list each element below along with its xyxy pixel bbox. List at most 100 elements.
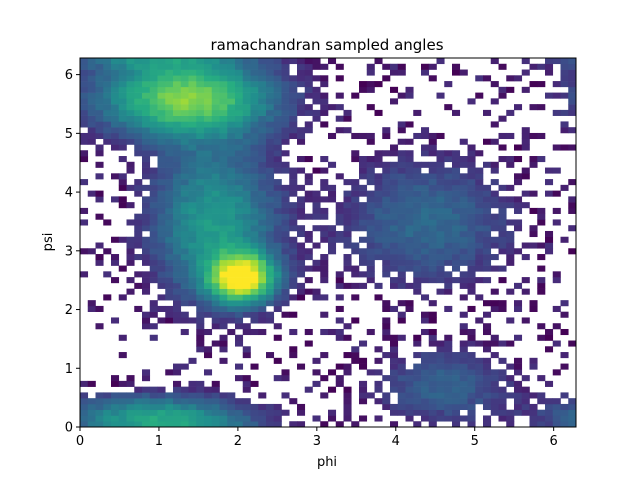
- heatmap-cell: [188, 415, 197, 422]
- heatmap-cell: [428, 144, 437, 151]
- heatmap-cell: [552, 58, 561, 65]
- heatmap-cell: [258, 69, 267, 76]
- heatmap-cell: [413, 288, 422, 295]
- heatmap-cell: [118, 409, 127, 416]
- heatmap-cell: [421, 294, 430, 301]
- heatmap-cell: [467, 288, 476, 295]
- heatmap-cell: [366, 167, 375, 174]
- heatmap-cell: [374, 386, 383, 393]
- heatmap-cell: [157, 115, 166, 122]
- heatmap-cell: [180, 144, 189, 151]
- heatmap-cell: [242, 328, 251, 336]
- heatmap-cell: [258, 86, 267, 93]
- heatmap-cell: [483, 375, 492, 382]
- heatmap-cell: [413, 259, 422, 266]
- heatmap-cell: [328, 386, 337, 393]
- heatmap-cell: [103, 294, 112, 301]
- heatmap-cell: [204, 190, 213, 197]
- heatmap-cell: [211, 300, 220, 307]
- heatmap-cell: [382, 184, 391, 191]
- heatmap-cell: [165, 236, 174, 243]
- chart-title: ramachandran sampled angles: [210, 36, 443, 54]
- heatmap-cell: [405, 86, 414, 93]
- heatmap-cell: [413, 132, 422, 140]
- heatmap-cell: [343, 202, 352, 209]
- heatmap-cell: [537, 219, 546, 226]
- heatmap-cell: [118, 421, 127, 428]
- heatmap-cell: [521, 254, 530, 261]
- heatmap-cell: [180, 104, 189, 111]
- heatmap-cell: [397, 242, 406, 249]
- heatmap-cell: [467, 144, 476, 151]
- heatmap-cell: [204, 132, 213, 140]
- heatmap-cell: [250, 219, 259, 226]
- heatmap-cell: [204, 115, 213, 122]
- heatmap-cell: [328, 132, 337, 140]
- heatmap-cell: [506, 161, 515, 168]
- heatmap-cell: [227, 81, 236, 88]
- heatmap-cell: [227, 311, 236, 318]
- heatmap-cell: [421, 69, 430, 76]
- heatmap-cell: [521, 167, 530, 174]
- heatmap-cell: [173, 386, 182, 393]
- heatmap-cell: [211, 109, 220, 116]
- heatmap-cell: [149, 236, 158, 243]
- heatmap-cell: [126, 81, 135, 88]
- heatmap-cell: [459, 415, 468, 422]
- heatmap-cell: [413, 386, 422, 393]
- heatmap-cell: [157, 179, 166, 186]
- heatmap-cell: [444, 271, 453, 278]
- heatmap-cell: [134, 86, 143, 93]
- heatmap-cell: [521, 132, 530, 140]
- heatmap-cell: [219, 161, 228, 168]
- heatmap-cell: [436, 392, 445, 399]
- heatmap-cell: [452, 63, 461, 70]
- heatmap-cell: [475, 254, 484, 261]
- heatmap-cell: [428, 138, 437, 145]
- heatmap-cell: [413, 242, 422, 249]
- heatmap-cell: [134, 230, 143, 238]
- heatmap-cell: [180, 225, 189, 232]
- heatmap-cell: [188, 127, 197, 134]
- heatmap-cell: [436, 265, 445, 272]
- heatmap-cell: [273, 132, 282, 140]
- heatmap-cell: [219, 63, 228, 70]
- heatmap-cell: [343, 225, 352, 232]
- heatmap-cell: [118, 63, 127, 70]
- heatmap-cell: [118, 127, 127, 134]
- heatmap-cell: [204, 58, 213, 65]
- heatmap-cell: [227, 196, 236, 203]
- heatmap-cell: [211, 121, 220, 128]
- heatmap-cell: [118, 415, 127, 422]
- heatmap-cell: [452, 236, 461, 243]
- heatmap-cell: [165, 392, 174, 399]
- heatmap-cell: [250, 202, 259, 209]
- y-tick-label: 3: [65, 244, 73, 259]
- heatmap-cell: [297, 167, 306, 174]
- heatmap-cell: [149, 92, 158, 99]
- heatmap-cell: [266, 75, 275, 82]
- heatmap-cell: [180, 300, 189, 307]
- heatmap-cell: [173, 409, 182, 416]
- heatmap-cell: [320, 271, 329, 278]
- heatmap-cell: [219, 98, 228, 105]
- heatmap-cell: [273, 219, 282, 226]
- heatmap-cell: [359, 167, 368, 174]
- heatmap-cell: [483, 386, 492, 393]
- heatmap-cell: [196, 207, 205, 214]
- heatmap-cell: [483, 398, 492, 405]
- heatmap-cell: [103, 98, 112, 105]
- heatmap-cell: [273, 127, 282, 134]
- heatmap-cell: [444, 248, 453, 255]
- heatmap-cell: [103, 392, 112, 399]
- heatmap-cell: [227, 69, 236, 76]
- heatmap-cell: [173, 282, 182, 289]
- heatmap-cell: [405, 121, 414, 128]
- heatmap-cell: [242, 138, 251, 145]
- heatmap-cell: [95, 242, 104, 249]
- heatmap-cell: [390, 144, 399, 151]
- heatmap-cell: [467, 242, 476, 249]
- heatmap-cell: [428, 173, 437, 180]
- heatmap-cell: [552, 167, 561, 174]
- heatmap-cell: [149, 104, 158, 111]
